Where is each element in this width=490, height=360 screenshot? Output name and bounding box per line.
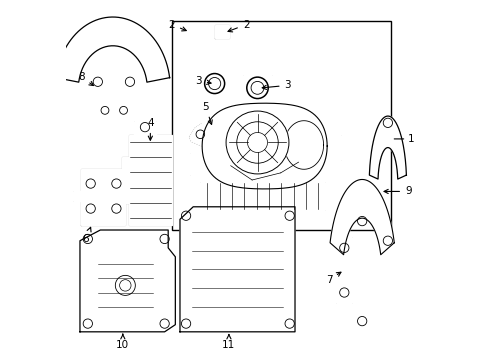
Text: 8: 8: [78, 72, 94, 86]
Polygon shape: [122, 135, 172, 225]
Polygon shape: [190, 153, 217, 175]
Text: 10: 10: [116, 334, 129, 350]
Polygon shape: [202, 103, 327, 189]
Polygon shape: [56, 17, 170, 82]
Text: 2: 2: [169, 19, 186, 31]
Text: 9: 9: [384, 186, 412, 197]
Polygon shape: [190, 123, 265, 146]
Text: 3: 3: [195, 76, 211, 86]
Text: 4: 4: [147, 118, 154, 140]
Text: 2: 2: [228, 19, 249, 32]
Polygon shape: [200, 182, 325, 210]
Polygon shape: [180, 207, 295, 332]
Text: 3: 3: [262, 80, 291, 90]
Polygon shape: [243, 75, 272, 103]
Text: 6: 6: [83, 227, 91, 244]
Text: 7: 7: [326, 272, 341, 285]
Polygon shape: [284, 121, 323, 169]
Polygon shape: [73, 191, 81, 202]
Text: 1: 1: [408, 134, 414, 144]
Polygon shape: [80, 230, 175, 332]
FancyBboxPatch shape: [172, 21, 392, 230]
Polygon shape: [134, 121, 156, 135]
Text: 5: 5: [202, 102, 212, 125]
Circle shape: [226, 111, 289, 174]
Polygon shape: [336, 237, 352, 303]
Text: 11: 11: [222, 334, 236, 350]
Polygon shape: [215, 114, 238, 123]
Polygon shape: [81, 169, 125, 225]
Polygon shape: [369, 116, 406, 179]
Polygon shape: [330, 180, 394, 255]
Polygon shape: [322, 135, 342, 160]
Polygon shape: [215, 25, 229, 38]
